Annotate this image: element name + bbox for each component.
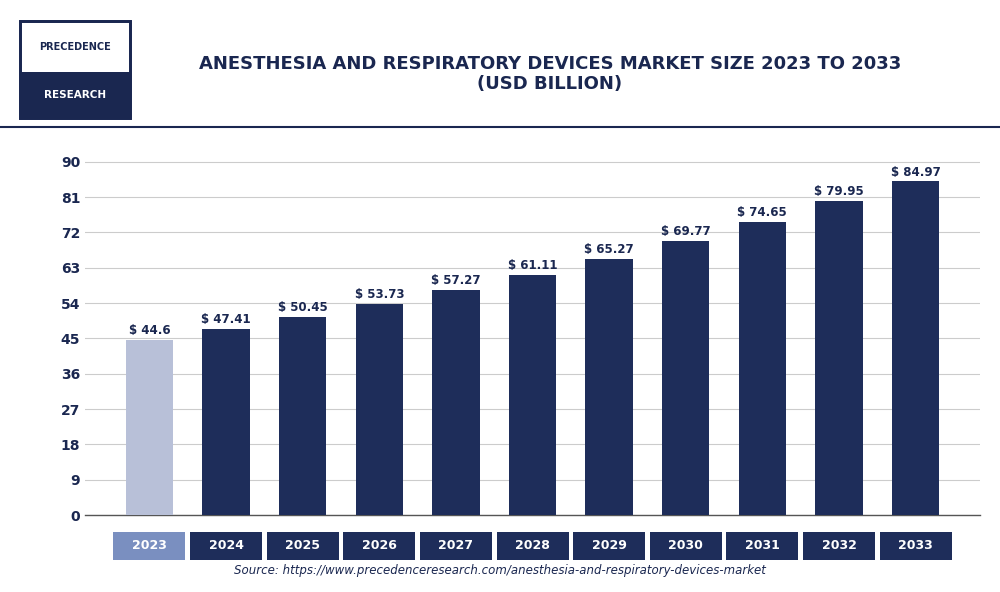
Bar [585,259,633,515]
Text: 2028: 2028 [515,539,550,552]
Text: $ 84.97: $ 84.97 [891,166,940,179]
Text: $ 57.27: $ 57.27 [431,275,481,288]
Text: 2030: 2030 [668,539,703,552]
Bar [662,241,709,515]
Text: $ 65.27: $ 65.27 [584,243,634,256]
Text: 2027: 2027 [438,539,473,552]
Text: $ 44.6: $ 44.6 [129,324,170,337]
Text: $ 74.65: $ 74.65 [737,206,787,219]
Text: $ 53.73: $ 53.73 [355,288,404,301]
Text: 2032: 2032 [822,539,856,552]
Bar [509,275,556,515]
Text: 2026: 2026 [362,539,397,552]
Bar [892,182,939,515]
Text: PRECEDENCE: PRECEDENCE [39,42,111,52]
Bar [356,304,403,515]
Text: 2023: 2023 [132,539,167,552]
Text: $ 61.11: $ 61.11 [508,259,557,272]
Text: 2031: 2031 [745,539,780,552]
Text: $ 50.45: $ 50.45 [278,301,328,314]
Text: $ 69.77: $ 69.77 [661,226,711,239]
Text: $ 47.41: $ 47.41 [201,313,251,326]
Text: Source: https://www.precedenceresearch.com/anesthesia-and-respiratory-devices-ma: Source: https://www.precedenceresearch.c… [234,564,766,577]
Bar [739,222,786,515]
Bar [279,317,326,515]
Text: RESEARCH: RESEARCH [44,90,106,100]
Bar [126,340,173,515]
Bar [202,329,250,515]
Text: ANESTHESIA AND RESPIRATORY DEVICES MARKET SIZE 2023 TO 2033
(USD BILLION): ANESTHESIA AND RESPIRATORY DEVICES MARKE… [199,54,901,94]
Text: 2024: 2024 [209,539,244,552]
Text: 2033: 2033 [898,539,933,552]
Text: 2029: 2029 [592,539,627,552]
Text: 2025: 2025 [285,539,320,552]
Text: $ 79.95: $ 79.95 [814,185,864,198]
Bar [432,290,480,515]
Bar [815,201,863,515]
